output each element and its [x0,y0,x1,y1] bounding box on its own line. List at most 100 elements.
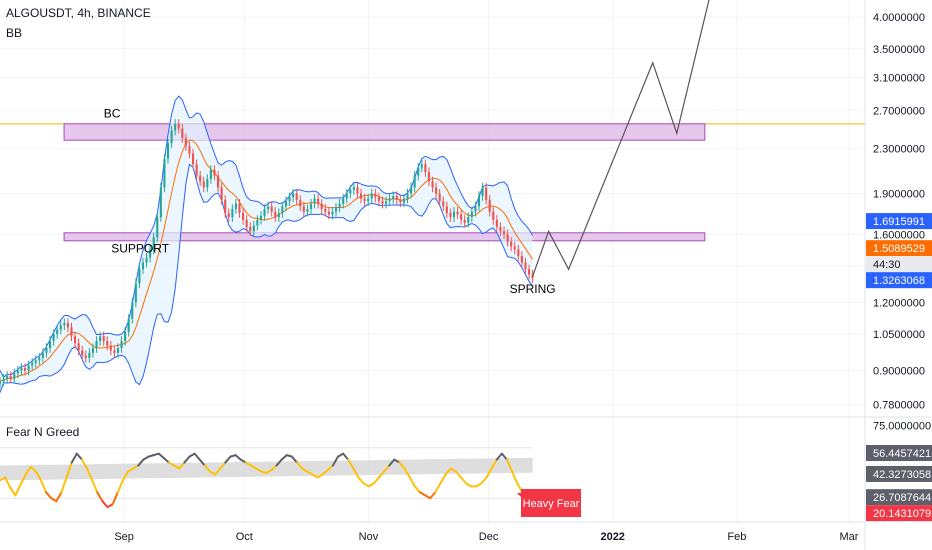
candle-body [309,203,313,210]
time-tick-label: Feb [727,531,746,543]
price-pane[interactable]: BC SUPPORT SPRING [0,0,865,522]
candle-body [399,199,402,203]
time-axis[interactable]: Sep Oct Nov Dec 2022 Feb Mar [114,531,858,543]
candle-body [124,331,127,341]
fear-greed-segment [157,452,165,460]
candle-body [342,198,345,204]
fear-greed-segment [39,479,48,494]
candle-body [477,196,481,207]
candle-body [102,336,105,341]
candle-body [81,350,84,356]
candle-body [413,175,416,188]
candle-body [59,325,62,330]
fear-greed-segment [342,452,350,461]
candle-body [191,153,195,165]
candle-body [0,381,2,384]
candle-body [442,201,445,207]
price-badge-label: 44:30 [873,259,901,271]
candle-body [384,201,388,204]
candle-body [16,370,19,374]
candle-body [109,345,112,351]
fear-greed-title[interactable]: Fear N Greed [6,425,79,439]
fear-greed-segment [347,458,355,470]
fear-greed-segment [116,479,124,494]
candles-layer [0,119,534,389]
price-tick-label: 4.0000000 [873,12,925,24]
candle-body [356,187,359,194]
fear-greed-segment [224,455,232,464]
price-tick-label: 2.3000000 [873,143,925,155]
fear-greed-badge [866,505,932,522]
candle-body [299,199,302,207]
candle-body [274,211,277,218]
price-badge-label: 1.5089529 [873,243,925,255]
candle-body [170,130,173,144]
projection-layer [532,0,710,277]
fear-greed-segment [388,458,396,467]
candle-body [424,164,427,173]
candle-body [209,169,212,180]
candle-body [331,211,334,215]
bb-basis [0,139,534,382]
candle-body [410,187,413,194]
candle-body [338,203,341,208]
price-tick-label: 1.9000000 [873,189,925,201]
fear-greed-axis[interactable]: 75.0000000 56.4457421 42.3273058 26.7087644… [866,420,932,522]
candle-body [224,199,227,214]
candle-body [27,365,30,371]
fear-greed-lines [0,447,534,509]
fear-greed-segment [270,464,278,471]
fear-greed-segment [372,476,380,485]
candle-body [163,158,166,188]
candle-body [513,246,516,250]
candle-body [238,203,241,214]
fear-greed-segment [91,479,99,494]
candle-body [377,197,380,202]
price-tick-label: 3.5000000 [873,44,925,56]
fear-greed-segment [290,455,299,464]
fear-greed-segment [296,461,304,470]
fear-greed-segment [326,464,334,471]
indicator-label-bb[interactable]: BB [6,26,22,40]
candle-body [184,138,187,147]
fear-greed-segment [383,464,391,473]
fear-greed-pane[interactable] [0,447,534,509]
candle-body [77,343,80,351]
fear-greed-badge [866,465,932,482]
candle-body [374,193,377,198]
projection-path [532,0,710,277]
candle-body [417,167,420,176]
candle-body [6,375,9,379]
candle-body [84,355,87,358]
time-tick-label: Oct [236,531,253,543]
fear-greed-segment [454,470,462,479]
candle-body [256,219,259,226]
fear-greed-segment [29,466,37,473]
fear-greed-segment [321,469,329,476]
symbol-title[interactable]: ALGOUSDT, 4h, BINANCE [6,6,151,20]
candle-body [156,217,159,238]
candle-body [9,375,12,379]
fear-greed-segment [75,452,83,461]
candle-body [295,193,298,200]
fear-greed-segment [439,473,447,485]
annotation-spring: SPRING [510,282,556,296]
price-badge-label: 1.6915991 [873,216,925,228]
candle-body [277,213,280,218]
fear-greed-segment [162,457,171,464]
candle-body [202,181,205,188]
candle-body [510,241,513,247]
candle-body [485,187,488,200]
candle-body [88,352,91,358]
fear-greed-segment [429,491,437,500]
candle-body [406,193,409,199]
fear-greed-segment [500,452,509,461]
fear-greed-segment [60,476,68,494]
time-tick-label: Dec [479,531,499,543]
candle-body [488,199,491,212]
time-tick-label: Mar [840,531,859,543]
fear-greed-segment [96,491,104,503]
fear-greed-segment [101,500,109,509]
candle-body [392,196,395,199]
fear-greed-segment [34,470,42,482]
